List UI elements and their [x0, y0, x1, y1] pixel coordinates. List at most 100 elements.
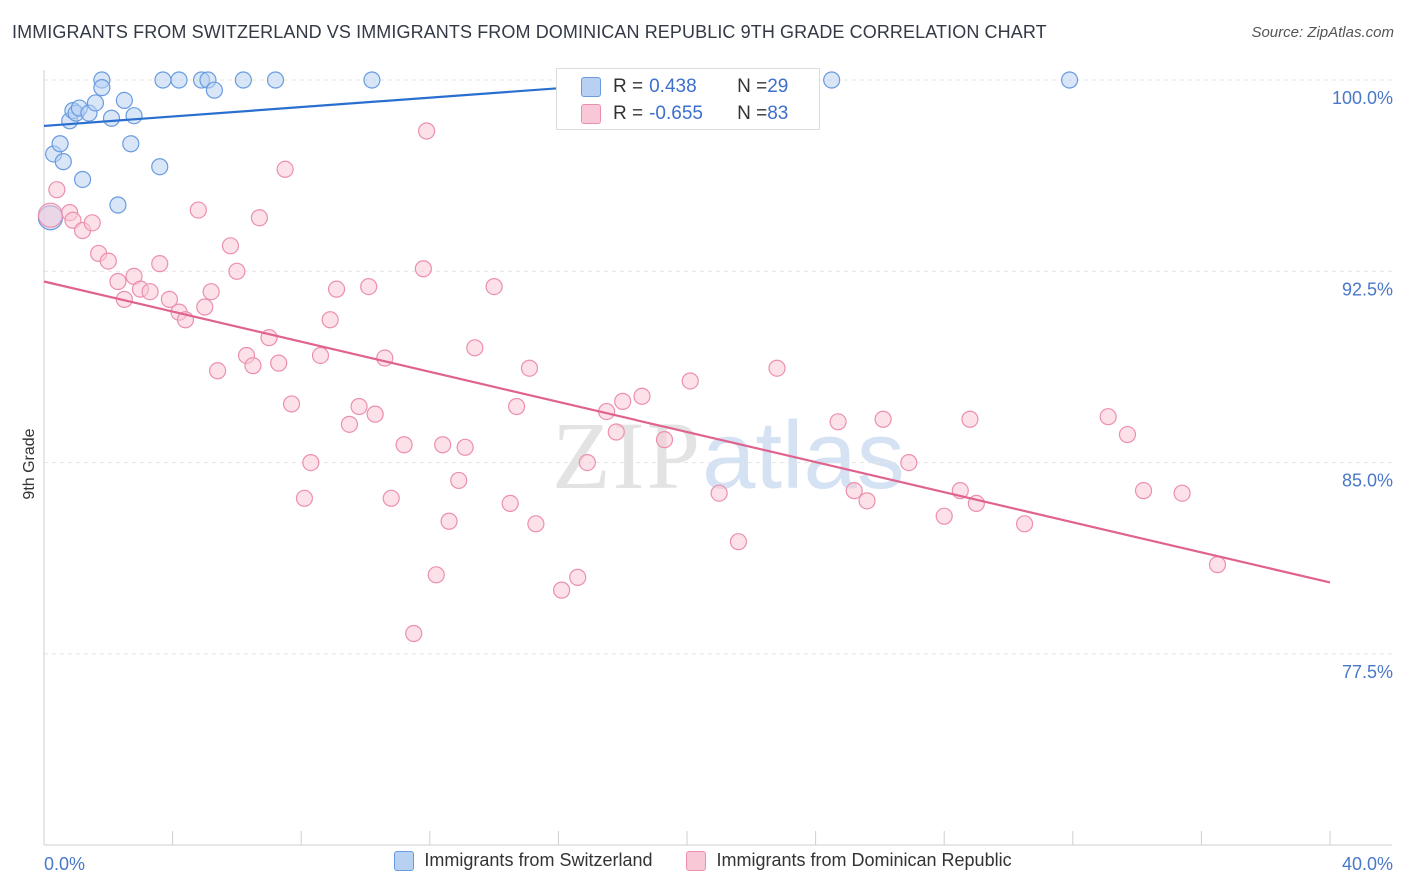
dominican-point — [282, 395, 301, 413]
switzerland-point — [170, 71, 188, 89]
dominican-point — [527, 515, 545, 533]
dominican-point — [655, 431, 674, 449]
dominican-point — [321, 311, 339, 329]
dominican-point — [1134, 482, 1153, 500]
switzerland-point — [86, 94, 105, 112]
dominican-point — [395, 436, 413, 454]
dominican-point — [244, 357, 262, 375]
switzerland-point — [125, 107, 143, 125]
stats-n-value: 83 — [767, 103, 789, 124]
switzerland-point — [363, 71, 381, 89]
stats-swatch-blue — [581, 77, 601, 97]
stats-r-value: -0.655 — [649, 103, 703, 124]
stats-n-label: N = — [737, 76, 768, 97]
dominican-point — [450, 471, 468, 490]
legend-label: Immigrants from Switzerland — [424, 850, 653, 870]
trend-lines — [43, 78, 1331, 584]
dominican-point — [189, 201, 207, 219]
dominican-point — [935, 507, 953, 525]
dominican-point — [151, 255, 169, 273]
dominican-point — [109, 272, 127, 291]
dominican-point — [456, 438, 474, 456]
stats-row-dominican: R = -0.655 N = 83 — [581, 100, 788, 128]
dominican-point — [485, 278, 503, 296]
stats-n-label: N = — [737, 103, 768, 124]
switzerland-point — [823, 71, 841, 89]
dominican-point — [845, 482, 863, 500]
stats-swatch-pink — [581, 104, 601, 124]
switzerland-point — [154, 71, 172, 89]
dominican-point — [578, 454, 596, 472]
dominican-point — [350, 397, 368, 416]
dominican-trend-line — [43, 280, 1331, 584]
dominican-point — [440, 512, 458, 530]
watermark: ZIPatlas — [552, 400, 905, 511]
switzerland-point — [115, 91, 133, 110]
switzerland-point — [102, 109, 121, 127]
stats-r-value: 0.438 — [649, 76, 697, 97]
dominican-point — [99, 252, 117, 270]
dominican-point — [607, 423, 625, 441]
dominican-point — [141, 283, 159, 301]
legend-item-switzerland[interactable]: Immigrants from Switzerland — [394, 850, 652, 871]
dominican-point — [228, 262, 246, 280]
dominican-point — [37, 202, 64, 228]
dominican-point — [553, 581, 571, 599]
switzerland-point — [151, 158, 169, 176]
dominican-point — [1173, 484, 1191, 502]
chart-title: IMMIGRANTS FROM SWITZERLAND VS IMMIGRANT… — [12, 22, 1047, 42]
dominican-point — [710, 484, 728, 502]
dominican-point — [633, 387, 651, 405]
dominican-point — [382, 489, 400, 507]
dominican-point — [48, 181, 66, 199]
x-tick-label: 0.0% — [44, 854, 85, 874]
dominican-point — [829, 413, 847, 431]
switzerland-point — [73, 170, 92, 189]
stats-row-switzerland: R = 0.438 N = 29 — [581, 73, 788, 101]
dominican-point — [1099, 408, 1117, 426]
dominican-point — [681, 372, 699, 390]
dominican-point — [417, 122, 436, 140]
dominican-point — [508, 397, 526, 416]
switzerland-point — [234, 71, 252, 89]
switzerland-point — [93, 79, 111, 97]
y-tick-label: 100.0% — [1332, 88, 1393, 108]
axes — [43, 70, 1392, 846]
dominican-point — [1208, 556, 1227, 574]
x-tick-label: 40.0% — [1342, 854, 1393, 874]
dominican-point — [340, 415, 359, 433]
dominican-point — [569, 568, 587, 586]
dominican-point — [501, 494, 519, 513]
switzerland-point — [205, 81, 223, 99]
dominican-point — [83, 214, 101, 232]
y-axis-title: 9th Grade — [21, 428, 38, 499]
stats-n-value: 29 — [767, 76, 789, 97]
dominican-point — [327, 280, 346, 298]
dominican-point — [414, 260, 432, 278]
switzerland-point — [51, 135, 69, 153]
dominican-point — [366, 405, 384, 423]
dominican-point — [768, 359, 786, 377]
dominican-point — [360, 278, 378, 296]
dominican-point — [250, 209, 269, 227]
switzerland-point — [122, 135, 140, 153]
stats-r-label: R = — [613, 76, 644, 97]
dominican-point — [311, 346, 330, 365]
switzerland-point — [1060, 71, 1079, 89]
dominican-point — [427, 566, 445, 584]
data-points — [37, 71, 1227, 643]
dominican-point — [614, 392, 632, 410]
legend-swatch-blue — [394, 850, 415, 871]
dominican-point — [405, 624, 423, 643]
dominican-point — [276, 160, 294, 178]
dominican-point — [858, 492, 876, 510]
dominican-point — [520, 359, 539, 377]
dominican-point — [729, 533, 748, 551]
switzerland-point — [109, 196, 127, 214]
watermark-atlas: atlas — [702, 402, 905, 509]
legend-item-dominican[interactable]: Immigrants from Dominican Republic — [686, 850, 1012, 871]
dominican-point — [160, 290, 178, 308]
dominican-point — [209, 362, 227, 380]
y-tick-label: 85.0% — [1342, 471, 1393, 491]
